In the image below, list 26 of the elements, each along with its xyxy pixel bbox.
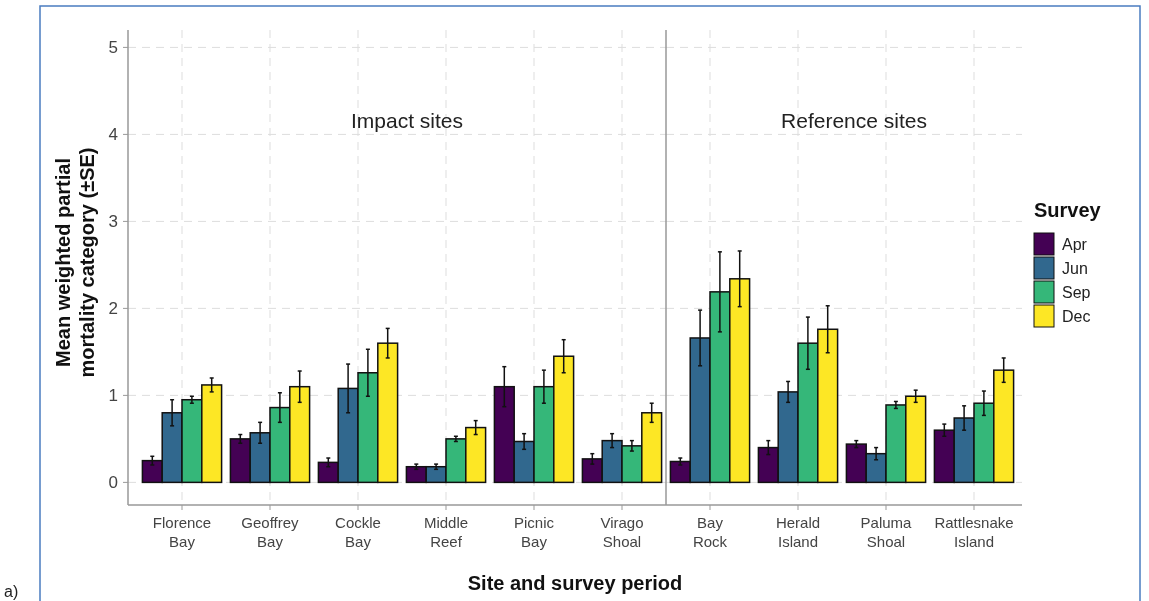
x-axis-title: Site and survey period [467,572,683,594]
legend-label: Sep [1062,283,1091,301]
y-tick-label: 1 [108,386,118,406]
x-tick-label: Picnic Bay [513,514,555,550]
x-tick-label: Bay Rock [692,514,728,550]
x-tick-label: Florence Bay [152,514,212,550]
x-tick-label: Virago Shoal [600,514,644,550]
x-tick-label: Herald Island [775,514,821,550]
annotation: Impact sites [350,109,464,132]
x-tick-label: Rattlesnake Island [934,514,1014,550]
y-tick-label: 4 [108,125,118,145]
text: a) [4,583,19,600]
x-tick-label: Middle Reef [423,514,469,550]
y-tick-label: 0 [108,473,118,493]
annotation: Reference sites [781,109,927,132]
legend-title: Survey [1034,199,1102,221]
legend-label: Apr [1062,235,1088,253]
legend-label: Jun [1062,259,1088,277]
y-tick-label: 2 [108,299,118,319]
x-tick-label: Cockle Bay [335,514,381,550]
x-tick-label: Geoffrey Bay [241,514,300,550]
y-tick-label: 3 [108,212,118,232]
y-tick-label: 5 [108,38,118,58]
y-axis-title: Mean weighted partial mortality category (±SE) [52,147,98,378]
legend-label: Dec [1062,307,1091,325]
x-tick-label: Paluma Shoal [860,514,913,550]
